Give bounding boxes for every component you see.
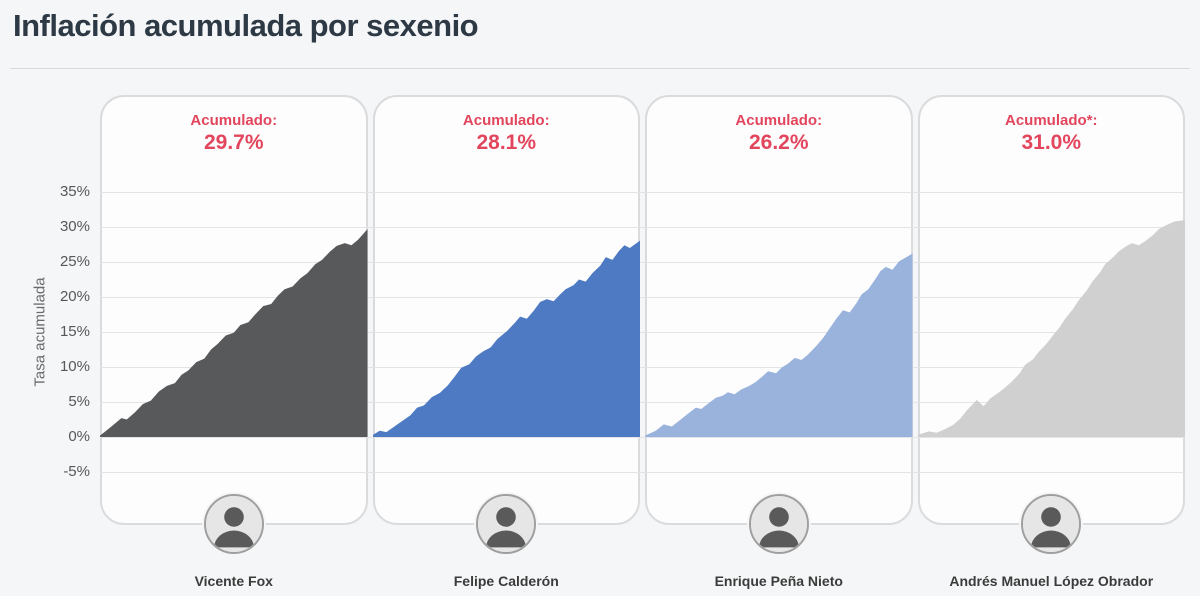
panel-felipe-calderon: Acumulado: 28.1% Felipe Calderón: [372, 95, 640, 589]
calderon-area-chart: [372, 240, 640, 437]
fox-area-chart: [100, 229, 368, 437]
panel-enrique-pena-nieto: Acumulado: 26.2% Enrique Peña Nieto: [645, 95, 913, 589]
inflation-chart: Tasa acumulada 35% 30% 25% 20% 15% 10% 5…: [0, 95, 1185, 589]
area-slot-calderon: [372, 95, 640, 525]
y-tick-25: 25%: [59, 253, 90, 270]
panel-header: Acumulado: 28.1%: [375, 97, 639, 156]
y-tick-30: 30%: [59, 218, 90, 235]
president-name: Enrique Peña Nieto: [714, 573, 843, 589]
person-icon: [205, 496, 262, 552]
y-tick-20: 20%: [59, 288, 90, 305]
president-name: Vicente Fox: [194, 573, 273, 589]
accumulated-value: 29.7%: [203, 131, 264, 154]
page-title: Inflación acumulada por sexenio: [13, 8, 479, 43]
president-name: Felipe Calderón: [453, 573, 559, 589]
accumulated-value: 28.1%: [476, 131, 537, 154]
panel-header: Acumulado*: 31.0%: [920, 97, 1184, 156]
president-avatar: [748, 494, 809, 554]
area-slot-amlo: [917, 95, 1185, 525]
area-slot-pena-nieto: [645, 95, 913, 525]
panel-header: Acumulado: 29.7%: [102, 97, 366, 156]
accumulated-label: Acumulado:: [190, 112, 278, 129]
person-icon: [478, 496, 535, 552]
y-tick-15: 15%: [59, 323, 90, 340]
accumulated-label: Acumulado:: [462, 112, 550, 129]
amlo-area-chart: [917, 220, 1185, 437]
accumulated-value: 26.2%: [748, 131, 809, 154]
president-avatar: [203, 494, 264, 554]
panels-board: Acumulado: 29.7% Vicente Fox Acumulado: …: [100, 95, 1185, 589]
area-slot-fox: [100, 95, 368, 525]
panel-cards-layer: Acumulado: 29.7% Vicente Fox Acumulado: …: [100, 95, 1185, 589]
pena-nieto-area-chart: [645, 253, 913, 437]
president-avatar: [1021, 494, 1082, 554]
y-tick-neg5: -5%: [63, 463, 90, 480]
y-tick-35: 35%: [59, 183, 90, 200]
y-tick-0: 0%: [68, 428, 90, 445]
y-tick-10: 10%: [59, 358, 90, 375]
panel-header: Acumulado: 26.2%: [647, 97, 911, 156]
y-tick-5: 5%: [68, 393, 90, 410]
president-name: Andrés Manuel López Obrador: [949, 573, 1154, 589]
accumulated-value: 31.0%: [1021, 131, 1082, 154]
accumulated-label: Acumulado*:: [1004, 112, 1098, 129]
president-avatar: [476, 494, 537, 554]
person-icon: [1023, 496, 1080, 552]
panel-amlo: Acumulado*: 31.0% Andrés Manuel López Ob…: [917, 95, 1185, 589]
accumulated-label: Acumulado:: [735, 112, 823, 129]
person-icon: [750, 496, 807, 552]
area-series-layer: [100, 95, 1185, 525]
title-divider: [10, 68, 1190, 69]
